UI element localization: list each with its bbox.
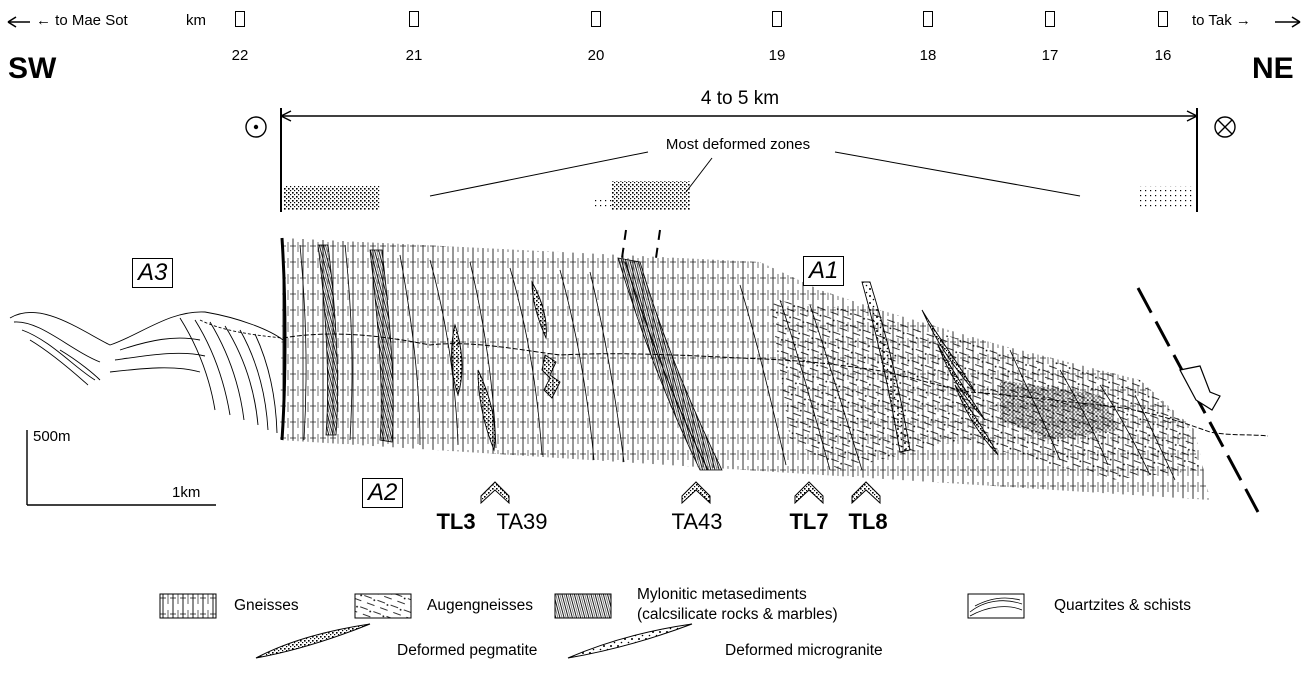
fault-trace-dashed-1 (621, 229, 627, 259)
km-marker-16: 16 (1154, 47, 1172, 64)
into-page-symbol (1214, 116, 1236, 138)
km-marker-box-16 (1158, 11, 1168, 27)
fault-sense-arrow (1179, 365, 1221, 411)
quartzite-schist-block (9, 311, 284, 434)
km-marker-21: 21 (405, 47, 423, 64)
left-direction-arrow (7, 16, 30, 28)
microgranite-body (861, 281, 911, 453)
km-label: km (186, 12, 206, 29)
km-marker-22: 22 (231, 47, 249, 64)
sample-label-tl8: TL8 (848, 509, 888, 534)
sw-label: SW (8, 52, 57, 85)
right-direction-arrow (1275, 16, 1301, 28)
foliation-lines (299, 244, 1176, 481)
legend-quartzites: Quartzites & schists (1054, 597, 1191, 614)
legend-augengneisses: Augengneisses (427, 597, 533, 614)
legend-gneisses: Gneisses (234, 597, 299, 614)
legend-pegmatite: Deformed pegmatite (397, 642, 538, 659)
km-marker-box-19 (772, 11, 782, 27)
unit-label-a1: A1 (803, 256, 845, 286)
fault-trace-dashed-2 (655, 229, 661, 259)
sample-label-tl7: TL7 (789, 509, 829, 534)
pegmatite-pods (451, 280, 999, 456)
left-boundary-fault (280, 237, 287, 441)
unit-label-a2: A2 (362, 478, 404, 508)
sample-label-ta39: TA39 (496, 509, 548, 534)
out-of-page-symbol (245, 116, 267, 138)
km-marker-box-21 (409, 11, 419, 27)
scale-vertical-label: 500m (33, 428, 71, 445)
most-deformed-zones-label: Most deformed zones (665, 136, 811, 153)
sample-label-tl3: TL3 (436, 509, 476, 534)
km-marker-17: 17 (1041, 47, 1059, 64)
scale-bar (26, 430, 216, 506)
km-marker-box-20 (591, 11, 601, 27)
left-direction-label: ← to Mae Sot (36, 12, 128, 29)
mylonite-bands (317, 244, 723, 471)
width-dimension (280, 108, 1198, 212)
sample-label-ta43: TA43 (671, 509, 723, 534)
legend-mylonitic: Mylonitic metasediments (637, 586, 807, 603)
km-marker-box-17 (1045, 11, 1055, 27)
unit-label-a3: A3 (132, 258, 174, 288)
sample-markers (480, 481, 881, 505)
km-marker-20: 20 (587, 47, 605, 64)
ne-label: NE (1252, 52, 1294, 85)
legend-mylonitic-detail: (calcsilicate rocks & marbles) (637, 606, 838, 623)
width-label: 4 to 5 km (700, 88, 780, 109)
topographic-surface (282, 333, 1269, 437)
scale-horizontal-label: 1km (172, 484, 201, 501)
right-direction-label: to Tak → (1192, 12, 1251, 29)
km-marker-19: 19 (768, 47, 786, 64)
km-marker-box-18 (923, 11, 933, 27)
km-marker-18: 18 (919, 47, 937, 64)
deformed-zones-strip (284, 151, 1195, 210)
legend-microgranite: Deformed microgranite (725, 642, 883, 659)
legend-swatches (159, 593, 1025, 659)
km-marker-box-22 (235, 11, 245, 27)
